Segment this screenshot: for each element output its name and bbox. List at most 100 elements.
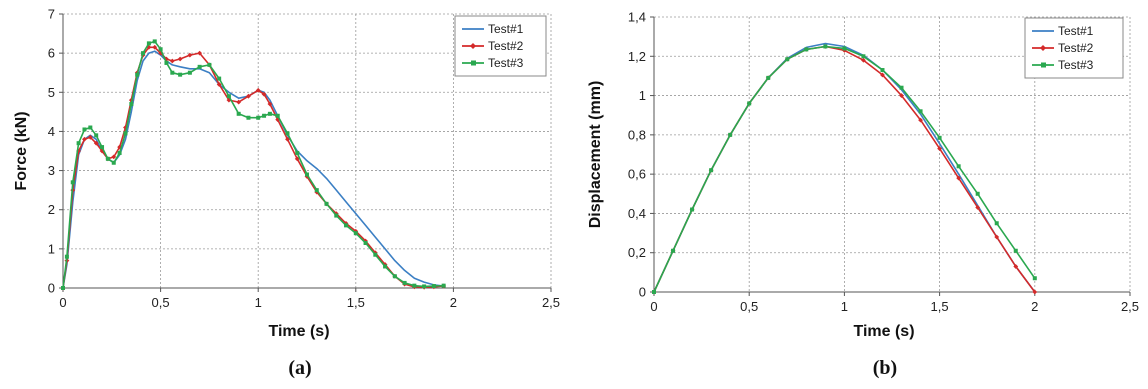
data-point bbox=[76, 141, 81, 146]
data-point bbox=[111, 154, 117, 160]
data-point bbox=[937, 146, 942, 152]
legend-label: Test#2 bbox=[488, 39, 524, 53]
y-tick-label: 0 bbox=[48, 281, 55, 296]
data-point bbox=[861, 54, 866, 59]
data-point bbox=[87, 134, 93, 140]
data-point bbox=[392, 274, 397, 279]
y-axis-title: Force (kN) bbox=[13, 111, 30, 190]
data-point bbox=[64, 254, 69, 259]
data-point bbox=[178, 72, 183, 77]
data-point bbox=[70, 180, 75, 185]
data-point bbox=[197, 50, 203, 56]
y-tick-label: 5 bbox=[48, 85, 55, 100]
data-point bbox=[187, 52, 193, 58]
data-point bbox=[226, 97, 232, 103]
x-tick-label: 0 bbox=[59, 295, 66, 310]
data-point bbox=[177, 56, 183, 62]
data-point bbox=[1013, 248, 1018, 253]
data-point bbox=[728, 132, 733, 137]
data-point bbox=[344, 223, 349, 228]
data-point bbox=[823, 44, 828, 49]
x-tick-label: 1 bbox=[841, 299, 848, 314]
x-tick-label: 2 bbox=[1031, 299, 1038, 314]
data-point bbox=[747, 101, 752, 106]
data-point bbox=[135, 72, 140, 77]
legend-marker bbox=[471, 60, 476, 66]
data-point bbox=[169, 58, 175, 64]
x-tick-label: 2,5 bbox=[1121, 299, 1139, 314]
data-point bbox=[880, 72, 885, 78]
data-point bbox=[383, 264, 388, 269]
data-point bbox=[111, 160, 116, 165]
legend-label: Test#3 bbox=[1058, 58, 1094, 72]
data-point bbox=[164, 60, 169, 65]
data-point bbox=[937, 135, 942, 140]
data-point bbox=[275, 113, 280, 118]
data-point bbox=[152, 39, 157, 44]
legend-marker bbox=[470, 43, 476, 49]
data-point bbox=[99, 148, 105, 154]
data-point bbox=[842, 46, 847, 51]
data-point bbox=[441, 283, 446, 288]
chart-panel-a: 0 1 2 3 4 5 6 7 0 0,5 1 1,5 2 2,5 Time (s) Force (kN) (a… bbox=[13, 7, 560, 380]
data-point bbox=[1032, 289, 1038, 295]
y-tick-label: 1,2 bbox=[628, 49, 646, 64]
panel-label: (a) bbox=[288, 357, 311, 379]
x-tick-label: 0 bbox=[650, 299, 657, 314]
data-point bbox=[236, 111, 241, 116]
data-point bbox=[305, 172, 309, 177]
data-point bbox=[261, 91, 267, 97]
data-point bbox=[100, 145, 105, 150]
data-point bbox=[129, 102, 134, 107]
y-axis-title: Displacement (mm) bbox=[587, 81, 604, 229]
data-point bbox=[207, 62, 212, 67]
legend-label: Test#1 bbox=[488, 22, 524, 36]
data-point bbox=[236, 99, 242, 105]
x-tick-label: 1 bbox=[255, 295, 262, 310]
y-tick-label: 4 bbox=[48, 124, 55, 139]
data-point bbox=[690, 207, 695, 212]
x-tick-label: 0,5 bbox=[740, 299, 758, 314]
data-point bbox=[295, 150, 300, 155]
legend: Test#1 Test#2 Test#3 bbox=[454, 15, 547, 77]
data-point bbox=[88, 125, 93, 130]
legend-label: Test#1 bbox=[1058, 24, 1094, 38]
y-tick-label: 7 bbox=[48, 7, 55, 22]
data-point bbox=[187, 70, 192, 75]
data-point bbox=[262, 113, 267, 118]
data-point bbox=[158, 47, 163, 52]
data-point bbox=[324, 201, 329, 206]
legend-label: Test#3 bbox=[488, 56, 524, 70]
legend-entry: Test#2 bbox=[462, 39, 524, 53]
data-point bbox=[956, 175, 962, 181]
data-point bbox=[285, 131, 290, 136]
data-point bbox=[152, 44, 158, 50]
chart-panel-b: 0 0,2 0,4 0,6 0,8 1 1,2 1,4 0 0,5 1 1,5 2 2,5 Time (s)… bbox=[587, 10, 1139, 380]
data-point bbox=[117, 150, 122, 155]
x-tick-label: 1,5 bbox=[931, 299, 949, 314]
legend-entry: Test#2 bbox=[1032, 41, 1094, 55]
y-tick-label: 1 bbox=[639, 88, 646, 103]
data-point bbox=[82, 127, 87, 132]
data-point bbox=[334, 213, 339, 218]
x-tick-label: 2,5 bbox=[542, 295, 560, 310]
data-point bbox=[671, 248, 676, 253]
y-tick-label: 0,8 bbox=[628, 127, 646, 142]
data-point bbox=[363, 240, 368, 245]
x-tick-label: 1,5 bbox=[347, 295, 365, 310]
data-point bbox=[226, 94, 231, 99]
data-point bbox=[899, 85, 904, 90]
y-tick-label: 6 bbox=[48, 46, 55, 61]
y-tick-label: 0,6 bbox=[628, 167, 646, 182]
x-tick-label: 0,5 bbox=[152, 295, 170, 310]
data-point bbox=[170, 70, 175, 75]
data-point bbox=[61, 286, 65, 290]
data-point bbox=[141, 51, 146, 56]
data-point bbox=[123, 131, 128, 136]
data-point bbox=[267, 111, 272, 116]
y-tick-label: 2 bbox=[48, 202, 55, 217]
data-point bbox=[146, 41, 151, 46]
data-point bbox=[255, 87, 261, 93]
x-axis-title: Time (s) bbox=[853, 323, 914, 340]
data-point bbox=[975, 205, 981, 210]
